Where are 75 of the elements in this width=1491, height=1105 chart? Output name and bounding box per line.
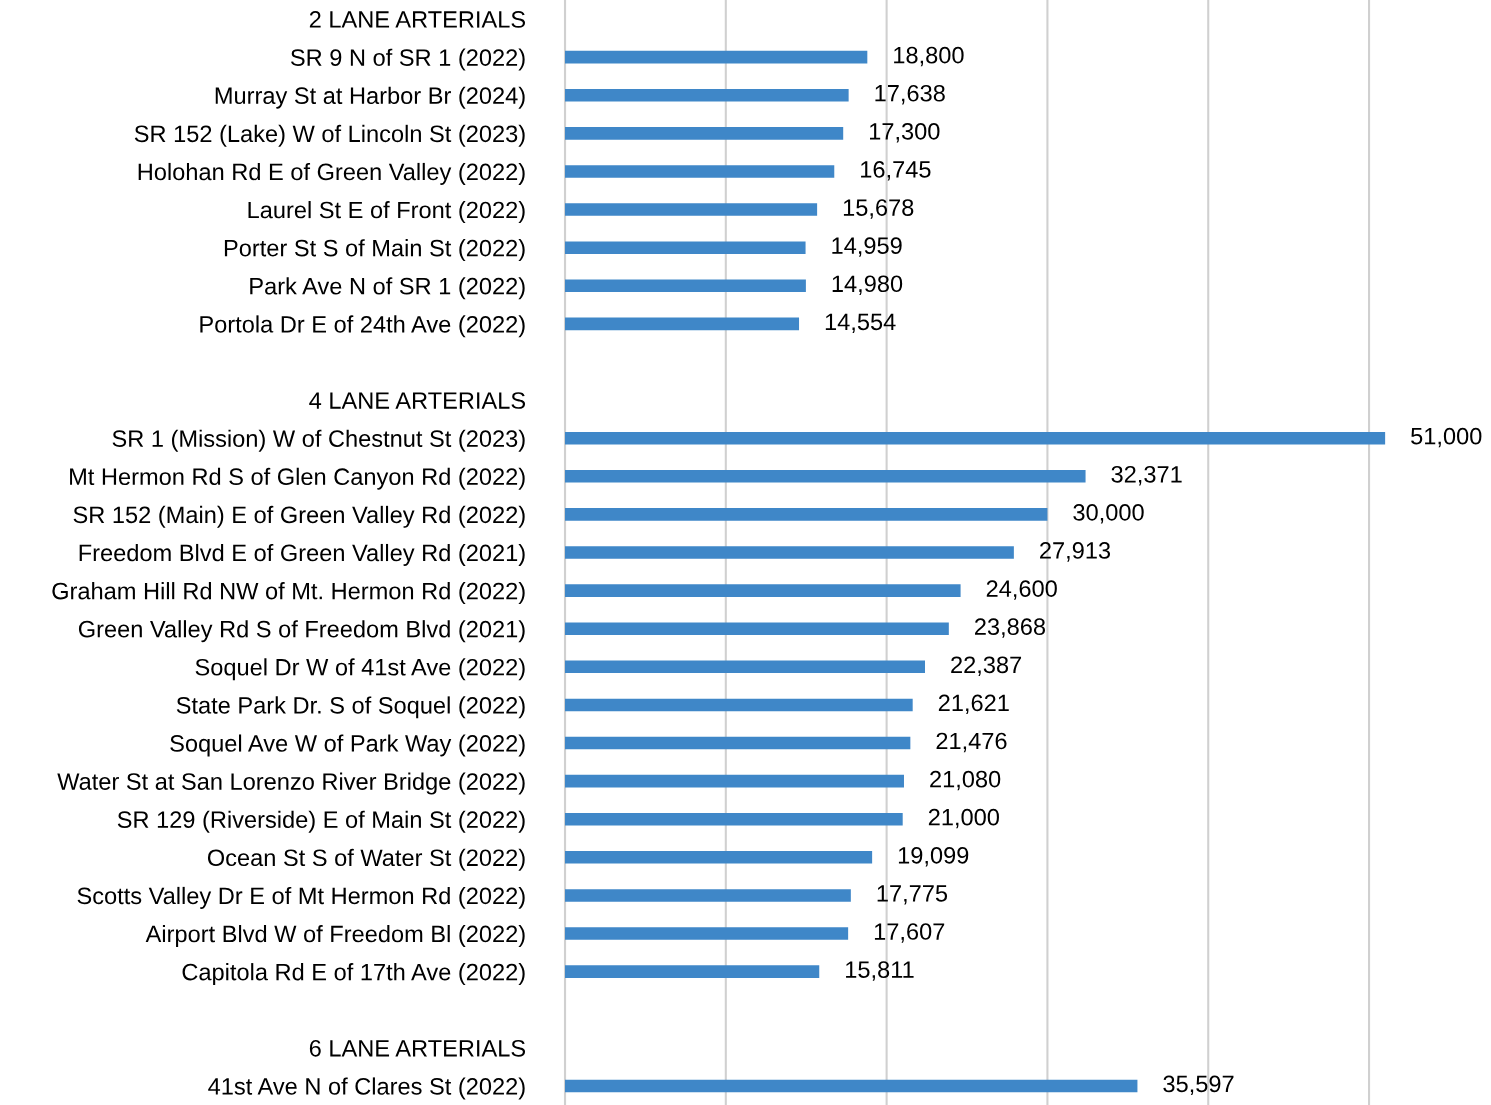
y-tick-label: Freedom Blvd E of Green Valley Rd (2021) xyxy=(79,543,525,566)
bar xyxy=(565,279,806,293)
y-tick-label: Park Ave N of SR 1 (2022) xyxy=(250,277,525,300)
y-tick-label: SR 9 N of SR 1 (2022) xyxy=(290,48,525,71)
data-label: 23,868 xyxy=(975,618,1046,638)
y-tick-label: Laurel St E of Front (2022) xyxy=(248,201,525,224)
bar xyxy=(565,774,904,788)
bar xyxy=(565,508,1048,521)
y-tick-label: Graham Hill Rd NW of Mt. Hermon Rd (2022) xyxy=(52,582,525,605)
data-label: 51,000 xyxy=(1411,427,1482,448)
y-tick-label: Soquel Dr W of 41st Ave (2022) xyxy=(195,658,525,681)
bar xyxy=(565,1079,1138,1093)
bar xyxy=(565,965,820,978)
data-label: 17,775 xyxy=(877,885,948,905)
y-tick-label: 6 LANE ARTERIALS xyxy=(309,1039,526,1057)
y-tick-label: Porter St S of Main St (2022) xyxy=(224,239,525,262)
y-tick-label: Holohan Rd E of Green Valley (2022) xyxy=(138,162,525,185)
data-label: 24,600 xyxy=(986,580,1057,600)
bar xyxy=(565,812,903,826)
data-label: 15,678 xyxy=(843,199,914,219)
bar xyxy=(565,546,1014,559)
bar xyxy=(565,736,911,750)
bar xyxy=(565,470,1086,483)
y-tick-label: 2 LANE ARTERIALS xyxy=(309,11,526,28)
y-tick-label: 4 LANE ARTERIALS xyxy=(309,392,526,409)
y-tick-label: SR 152 (Lake) W of Lincoln St (2023) xyxy=(134,124,525,147)
data-label: 17,607 xyxy=(874,923,945,943)
bar xyxy=(565,584,961,597)
bar xyxy=(565,127,844,140)
y-tick-label: SR 152 (Main) E of Green Valley Rd (2022) xyxy=(73,505,525,528)
y-tick-label: Airport Blvd W of Freedom Bl (2022) xyxy=(145,924,525,947)
bar xyxy=(565,698,913,712)
bar xyxy=(565,50,868,64)
bar xyxy=(565,431,1386,445)
data-label: 27,913 xyxy=(1040,542,1111,562)
y-tick-label: State Park Dr. S of Soquel (2022) xyxy=(176,696,525,719)
bar xyxy=(565,851,873,864)
data-label: 17,638 xyxy=(875,84,945,105)
data-label: 16,745 xyxy=(861,161,931,181)
bar xyxy=(565,203,818,216)
data-label: 19,099 xyxy=(898,846,969,867)
data-label: 21,476 xyxy=(936,732,1007,753)
data-label: 21,621 xyxy=(938,694,1009,715)
bar xyxy=(565,622,949,635)
data-label: 21,080 xyxy=(930,770,1001,791)
bar xyxy=(565,317,800,331)
data-label: 35,597 xyxy=(1163,1075,1234,1096)
data-label: 32,371 xyxy=(1111,465,1182,486)
y-tick-label: Portola Dr E of 24th Ave (2022) xyxy=(200,315,525,338)
y-tick-label: Ocean St S of Water St (2022) xyxy=(207,848,525,871)
y-tick-label: SR 129 (Riverside) E of Main St (2022) xyxy=(117,810,525,833)
data-label: 15,811 xyxy=(846,961,914,981)
y-tick-label: Water St at San Lorenzo River Bridge (2022) xyxy=(57,772,525,795)
data-label: 21,000 xyxy=(928,808,999,829)
bar xyxy=(565,889,851,902)
bar xyxy=(565,165,835,178)
y-tick-label: Scotts Valley Dr E of Mt Hermon Rd (2022) xyxy=(77,886,525,909)
data-label: 17,300 xyxy=(870,122,940,143)
y-tick-label: Green Valley Rd S of Freedom Blvd (2021) xyxy=(78,620,525,643)
data-label: 14,980 xyxy=(832,275,903,295)
data-label: 14,959 xyxy=(832,237,902,257)
y-tick-label: Murray St at Harbor Br (2024) xyxy=(215,86,525,109)
data-label: 22,387 xyxy=(951,656,1022,676)
data-label: 18,800 xyxy=(894,46,964,67)
bar xyxy=(565,88,849,102)
bar xyxy=(565,660,925,674)
data-label: 30,000 xyxy=(1073,504,1144,524)
y-tick-label: Capitola Rd E of 17th Ave (2022) xyxy=(182,963,525,986)
y-tick-label: Mt Hermon Rd S of Glen Canyon Rd (2022) xyxy=(70,467,525,490)
bar xyxy=(565,241,806,254)
bar xyxy=(565,927,849,940)
y-tick-label: Soquel Ave W of Park Way (2022) xyxy=(170,734,525,757)
y-tick-label: 41st Ave N of Clares St (2022) xyxy=(208,1077,525,1100)
data-label: 14,554 xyxy=(825,313,896,334)
y-tick-label: SR 1 (Mission) W of Chestnut St (2023) xyxy=(112,429,525,452)
